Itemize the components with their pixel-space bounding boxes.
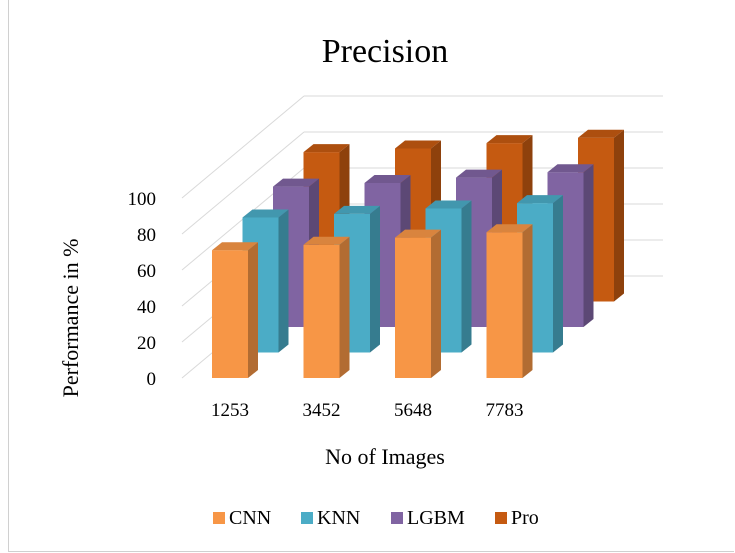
x-category-label: 1253	[211, 400, 249, 421]
y-tick-label: 100	[128, 189, 157, 210]
bar-top	[486, 224, 533, 233]
legend-swatch	[391, 512, 403, 524]
y-tick-label: 80	[137, 225, 156, 246]
bar-top	[517, 195, 563, 204]
chart-title: Precision	[322, 33, 449, 70]
bar-top	[395, 140, 441, 149]
x-category-label: 3452	[303, 400, 341, 421]
bar-top	[303, 236, 350, 245]
bar-top	[212, 242, 258, 251]
bar-cnn-5648	[395, 229, 441, 378]
x-category-label: 5648	[394, 400, 432, 421]
bar-cnn-3452	[303, 236, 350, 378]
bar-front	[212, 250, 248, 378]
bar-top	[547, 164, 594, 173]
legend-label: Pro	[511, 507, 539, 529]
bar-side	[522, 224, 533, 378]
y-axis-title: Performance in %	[58, 239, 83, 398]
chart-frame	[8, 0, 734, 552]
legend-item-cnn: CNN	[213, 507, 271, 529]
legend-label: CNN	[229, 507, 271, 529]
bar-top	[273, 178, 319, 187]
gridline-diagonal	[181, 95, 305, 199]
legend-label: KNN	[317, 507, 360, 529]
legend: CNN KNN LGBM Pro	[213, 507, 539, 529]
y-tick-label: 20	[137, 333, 156, 354]
bar-front	[486, 232, 523, 378]
y-tick-label: 40	[137, 297, 156, 318]
bar-front	[303, 244, 340, 378]
bar-side	[583, 164, 594, 327]
y-tick-label: 0	[147, 369, 157, 390]
legend-item-lgbm: LGBM	[391, 507, 465, 529]
y-axis-ticks: 0 20 40 60 80 100	[128, 189, 157, 390]
bar-top	[364, 175, 411, 183]
bar-cnn-7783	[486, 224, 533, 378]
bar-side	[339, 236, 350, 378]
x-category-label: 7783	[486, 400, 524, 421]
bar-cnn-1253	[212, 242, 258, 378]
bar-side	[278, 209, 289, 353]
x-axis-title: No of Images	[325, 444, 445, 469]
bar-top	[456, 169, 502, 178]
bar-side	[553, 195, 563, 353]
legend-swatch	[213, 512, 225, 524]
legend-item-pro: Pro	[495, 507, 539, 529]
bars	[212, 129, 624, 378]
bar-top	[425, 200, 472, 209]
bar-top	[334, 205, 380, 214]
legend-swatch	[301, 512, 313, 524]
bar-top	[486, 135, 533, 144]
bar-side	[461, 200, 472, 353]
bar-side	[248, 242, 258, 378]
legend-item-knn: KNN	[301, 507, 360, 529]
legend-swatch	[495, 512, 507, 524]
bar-front	[395, 237, 431, 378]
bar-top	[242, 209, 289, 218]
gridline-diagonal	[181, 131, 305, 235]
bar-top	[395, 229, 441, 238]
bar-side	[614, 129, 624, 302]
bar-side	[431, 229, 441, 378]
bar-top	[303, 144, 350, 153]
x-axis-categories: 1253 3452 5648 7783	[211, 400, 524, 421]
bar-side	[370, 205, 380, 353]
bar-top	[578, 129, 624, 138]
y-tick-label: 60	[137, 261, 156, 282]
legend-label: LGBM	[407, 507, 465, 529]
